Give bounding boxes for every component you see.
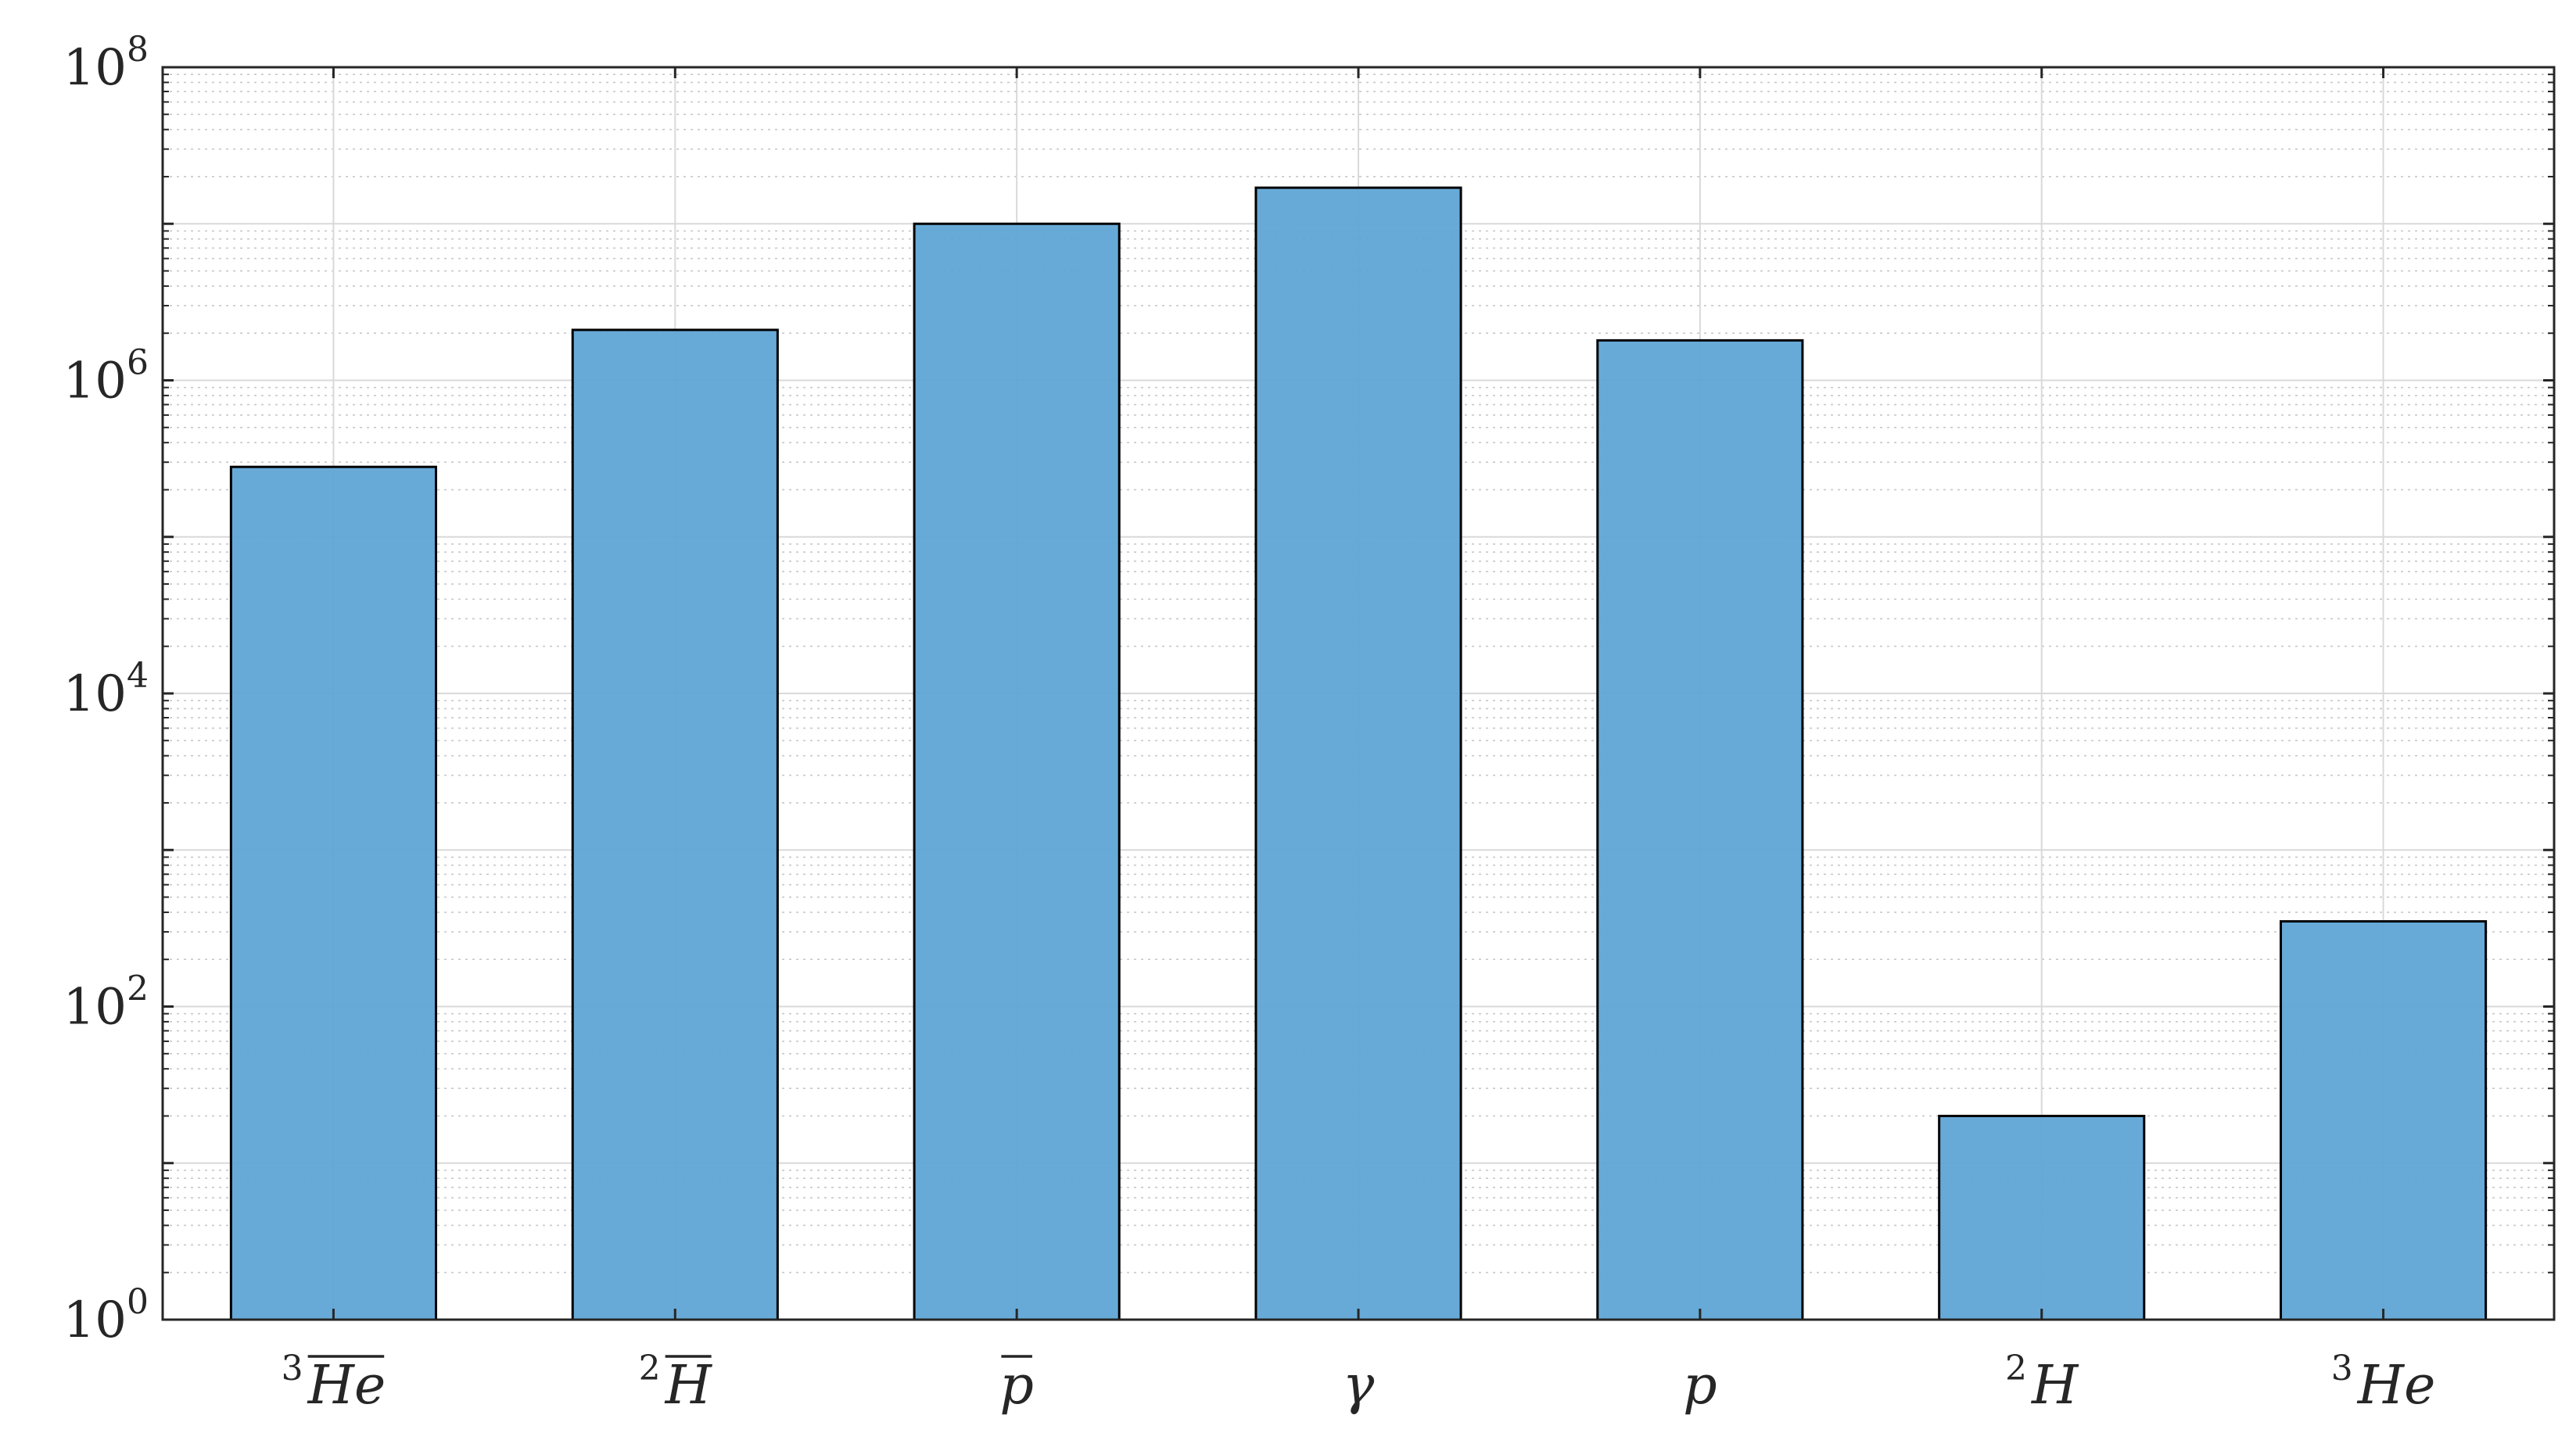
y-tick-label: 108 bbox=[63, 30, 149, 97]
bar bbox=[913, 222, 1121, 1321]
x-tick-label: p bbox=[999, 1355, 1034, 1417]
y-tick-label: 104 bbox=[63, 656, 149, 723]
y-tick-label: 102 bbox=[63, 969, 149, 1037]
x-tick-label: 2H bbox=[2005, 1349, 2079, 1417]
bar bbox=[1938, 1114, 2146, 1321]
y-tick-base: 10 bbox=[63, 665, 127, 723]
x-tick-base: p bbox=[999, 1355, 1034, 1417]
y-tick-base: 10 bbox=[63, 979, 127, 1037]
y-tick-base: 10 bbox=[63, 353, 127, 410]
minor-grid bbox=[163, 73, 2554, 1274]
x-tick-base: p bbox=[1683, 1355, 1717, 1417]
bar bbox=[2280, 920, 2488, 1321]
x-tick-superscript: 2 bbox=[639, 1349, 661, 1388]
x-tick-labels: 3He 2H p γ p 2H 3He bbox=[282, 1349, 2436, 1417]
x-tick-base: γ bbox=[1343, 1355, 1375, 1417]
bar bbox=[1254, 186, 1462, 1321]
x-tick-label: p bbox=[1683, 1355, 1717, 1417]
x-tick-base: He bbox=[2356, 1355, 2436, 1417]
bars bbox=[229, 186, 2488, 1321]
x-tick-label: 2H bbox=[639, 1349, 713, 1417]
y-tick-base: 10 bbox=[63, 1291, 127, 1349]
x-tick-base: H bbox=[664, 1355, 713, 1417]
y-tick-base: 10 bbox=[63, 39, 127, 97]
y-tick-label: 100 bbox=[63, 1282, 149, 1349]
x-tick-base: He bbox=[307, 1355, 386, 1417]
x-tick-label: 3He bbox=[2331, 1349, 2436, 1417]
tick-marks bbox=[163, 66, 2554, 1321]
x-tick-superscript: 2 bbox=[2005, 1349, 2027, 1388]
x-tick-label: 3He bbox=[282, 1349, 386, 1417]
y-tick-label: 106 bbox=[63, 343, 149, 410]
y-tick-exponent: 0 bbox=[127, 1282, 149, 1322]
x-tick-label: γ bbox=[1343, 1355, 1375, 1417]
y-tick-exponent: 2 bbox=[127, 969, 149, 1009]
bar bbox=[229, 465, 437, 1321]
y-tick-exponent: 4 bbox=[127, 656, 149, 696]
bar bbox=[1596, 339, 1804, 1321]
x-tick-superscript: 3 bbox=[282, 1349, 303, 1388]
x-tick-base: H bbox=[2030, 1355, 2079, 1417]
bar bbox=[571, 328, 779, 1321]
y-tick-exponent: 8 bbox=[127, 30, 149, 70]
x-tick-superscript: 3 bbox=[2331, 1349, 2353, 1388]
y-tick-exponent: 6 bbox=[127, 343, 149, 383]
